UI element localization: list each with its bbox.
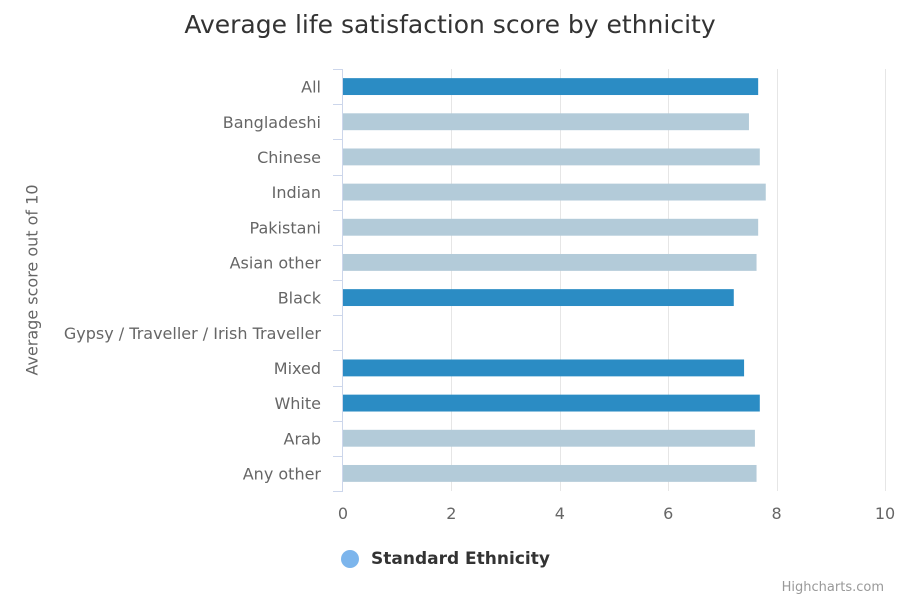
bar-arab[interactable] xyxy=(343,429,755,447)
category-label: White xyxy=(274,394,321,413)
bar-indian[interactable] xyxy=(343,183,766,201)
legend-circle-icon xyxy=(341,550,359,568)
x-tick-label: 8 xyxy=(772,504,782,523)
category-label: All xyxy=(301,78,321,97)
bar-black[interactable] xyxy=(343,289,734,307)
category-labels: All Bangladeshi Chinese Indian Pakistani Asia… xyxy=(64,78,322,484)
bar-bangladeshi[interactable] xyxy=(343,113,749,131)
bar-asian-other[interactable] xyxy=(343,253,757,271)
x-tick-label: 0 xyxy=(338,504,348,523)
category-label: Pakistani xyxy=(250,218,321,237)
credits-link[interactable]: Highcharts.com xyxy=(781,580,884,595)
bar-all[interactable] xyxy=(343,78,759,96)
category-label: Bangladeshi xyxy=(223,113,321,132)
category-label: Asian other xyxy=(230,253,322,272)
x-tick-label: 2 xyxy=(446,504,456,523)
x-tick-label: 6 xyxy=(663,504,673,523)
chart-title: Average life satisfaction score by ethni… xyxy=(184,10,716,39)
x-tick-label: 4 xyxy=(555,504,565,523)
bar-mixed[interactable] xyxy=(343,359,745,377)
category-axis xyxy=(333,69,343,492)
legend-item-standard-ethnicity[interactable]: Standard Ethnicity xyxy=(341,549,550,569)
bar-pakistani[interactable] xyxy=(343,218,759,236)
bar-any-other[interactable] xyxy=(343,464,757,482)
grid-lines xyxy=(451,69,886,491)
category-label: Chinese xyxy=(257,148,321,167)
bar-white[interactable] xyxy=(343,394,760,412)
category-label: Gypsy / Traveller / Irish Traveller xyxy=(64,324,322,343)
legend-label: Standard Ethnicity xyxy=(371,549,550,569)
category-label: Black xyxy=(278,289,322,308)
category-label: Mixed xyxy=(274,359,321,378)
bar-chinese[interactable] xyxy=(343,148,760,166)
category-label: Any other xyxy=(243,464,322,483)
category-label: Arab xyxy=(284,429,321,448)
bars xyxy=(343,78,766,482)
category-label: Indian xyxy=(272,183,321,202)
x-tick-label: 10 xyxy=(875,504,895,523)
x-tick-labels: 0 2 4 6 8 10 xyxy=(338,504,895,523)
